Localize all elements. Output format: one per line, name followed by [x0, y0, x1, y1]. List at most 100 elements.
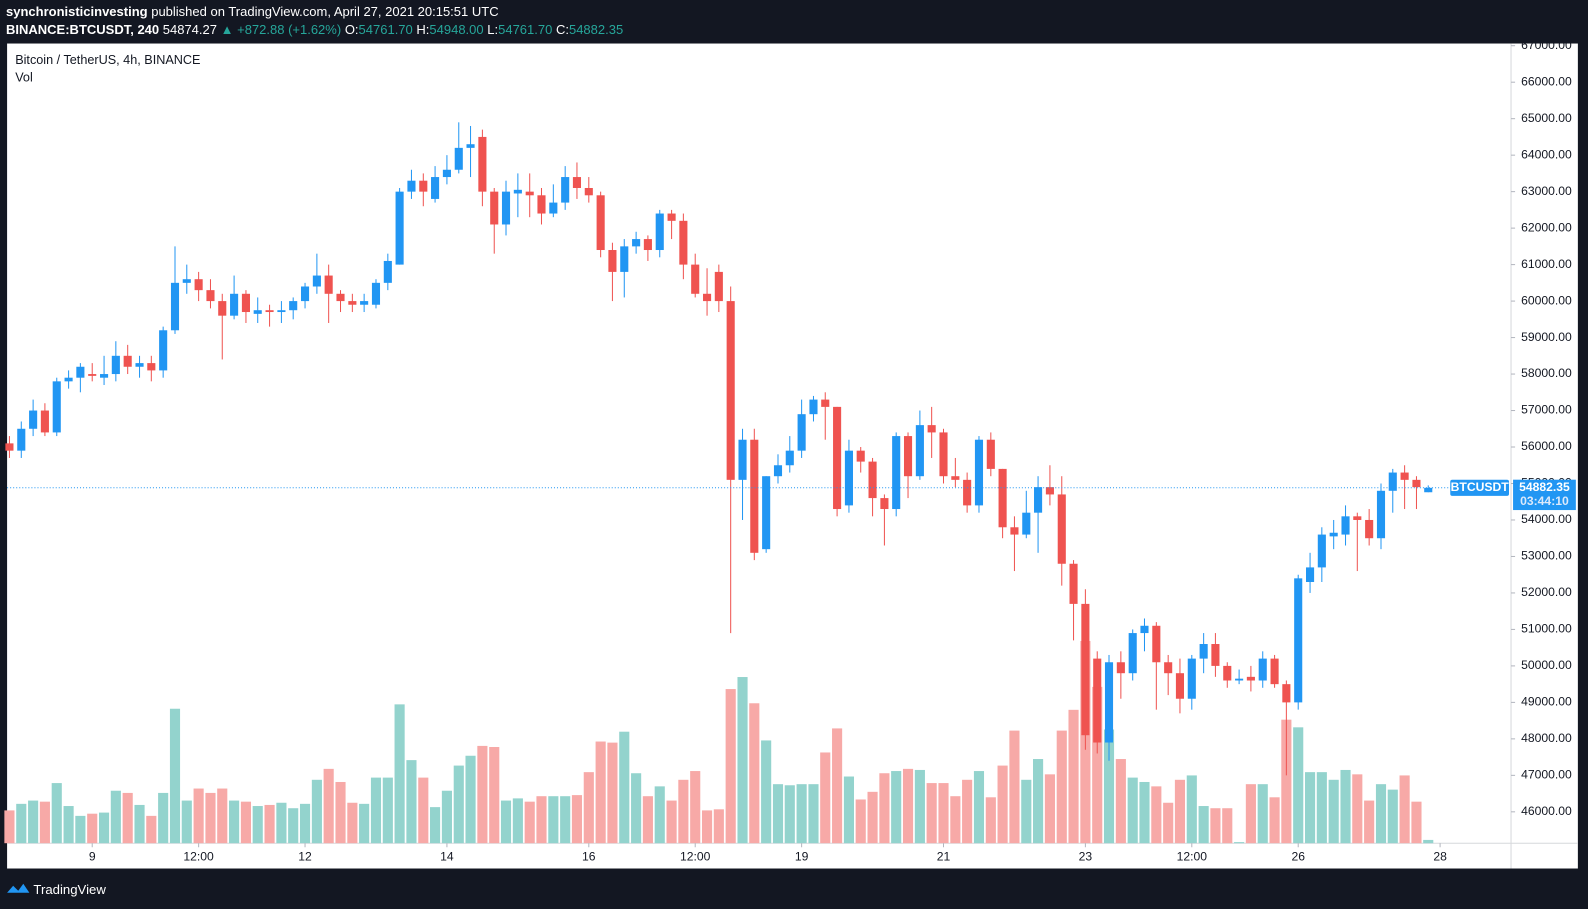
candle-body: [100, 374, 109, 378]
y-tick-label: 48000.00: [1521, 731, 1572, 745]
candle-body: [903, 436, 913, 477]
candle-body: [880, 498, 889, 510]
volume-bar: [1269, 797, 1280, 844]
volume-bar: [146, 815, 157, 844]
volume-bar: [867, 791, 878, 844]
volume-bar: [500, 800, 512, 844]
volume-bar: [158, 792, 169, 844]
candle-body: [1199, 644, 1208, 659]
volume-bar: [1352, 774, 1363, 844]
candle-body: [194, 279, 203, 291]
header: synchronisticinvesting published on Trad…: [6, 3, 623, 39]
candle-body: [986, 439, 995, 469]
volume-bar: [571, 795, 583, 844]
volume-bar: [808, 784, 819, 844]
candle-body: [490, 191, 499, 225]
volume-bar: [1198, 806, 1209, 844]
candle-body: [371, 282, 381, 305]
y-tick-label: 46000.00: [1521, 804, 1572, 818]
candle-body: [726, 301, 735, 480]
candle-body: [643, 239, 652, 251]
quote-line: BINANCE:BTCUSDT, 240 54874.27 ▲ +872.88 …: [6, 21, 623, 39]
volume-bar: [1304, 772, 1316, 844]
volume-bar: [406, 760, 417, 844]
candle-body: [1081, 603, 1090, 736]
candle-body: [431, 177, 440, 199]
x-tick-label: 16: [582, 850, 596, 864]
candle-body: [419, 180, 428, 192]
volume-bar: [477, 745, 488, 844]
volume-bar: [122, 792, 133, 844]
y-tick-label: 62000.00: [1521, 220, 1572, 234]
candle-body: [1317, 534, 1326, 568]
candle-body: [1175, 673, 1185, 699]
candle-body: [596, 195, 605, 251]
x-tick-label: 12:00: [1177, 850, 1208, 864]
x-tick-label: 14: [440, 850, 454, 864]
candle-body: [939, 432, 948, 477]
volume-bar: [962, 779, 973, 844]
candle-body: [76, 366, 85, 378]
volume-bar: [548, 796, 559, 844]
volume-bar: [288, 808, 299, 844]
candle-body: [253, 310, 262, 314]
volume-bar: [240, 801, 252, 844]
x-tick-label: 23: [1079, 850, 1093, 864]
candle-body: [1057, 494, 1066, 564]
volume-bar: [75, 815, 86, 844]
candle-body: [206, 290, 215, 302]
candle-body: [1010, 527, 1019, 535]
volume-bar: [631, 773, 642, 844]
candle-body: [655, 213, 664, 251]
volume-bar: [749, 703, 760, 844]
author: synchronisticinvesting: [6, 4, 148, 19]
candle-body: [442, 169, 451, 178]
y-tick-label: 47000.00: [1521, 768, 1572, 782]
candle-body: [679, 220, 688, 265]
candle-body: [856, 450, 865, 462]
volume-bar: [772, 784, 784, 844]
candle-body: [1376, 490, 1386, 539]
candle-body: [1258, 658, 1267, 681]
candle-body: [632, 239, 641, 247]
volume-bar: [761, 740, 772, 844]
candle-body: [395, 191, 404, 265]
volume-bar: [1257, 784, 1268, 844]
volume-bar: [950, 796, 961, 844]
candle-body: [1140, 625, 1149, 634]
volume-bar: [690, 771, 701, 844]
volume-bar: [891, 771, 902, 844]
volume-bar: [28, 800, 39, 844]
published: published on TradingView.com, April 27, …: [151, 4, 499, 19]
y-tick-label: 60000.00: [1521, 293, 1572, 307]
volume-bar: [1139, 781, 1150, 844]
ohlc-3-value: 54882.35: [568, 22, 624, 37]
last-price-name: BTCUSDT: [1451, 480, 1510, 494]
volume-bar: [642, 796, 653, 844]
volume-bar: [1115, 759, 1126, 844]
candle-body: [501, 191, 511, 225]
candle-body: [738, 439, 747, 480]
volume-bar: [914, 769, 925, 844]
candle-body: [170, 282, 180, 331]
candle-body: [561, 177, 570, 203]
ohlc-2-value: 54761.70: [498, 22, 553, 37]
volume-bar: [1399, 775, 1410, 844]
candle-body: [1223, 665, 1232, 681]
candle-body: [1235, 678, 1244, 681]
candle-body: [454, 147, 463, 170]
candle-body: [123, 355, 132, 367]
y-tick-label: 63000.00: [1521, 184, 1572, 198]
candle-body: [1341, 516, 1350, 535]
candle-body: [833, 406, 842, 510]
volume-bar: [51, 783, 62, 844]
candle-body: [1022, 512, 1031, 535]
y-tick-label: 61000.00: [1521, 257, 1572, 271]
volume-bar: [1375, 784, 1387, 844]
volume-bar: [311, 779, 322, 844]
candle-body: [868, 461, 877, 499]
candle-body: [5, 443, 14, 451]
volume-bar: [169, 708, 181, 844]
candle-body: [1282, 684, 1291, 703]
candle-body: [241, 293, 250, 313]
